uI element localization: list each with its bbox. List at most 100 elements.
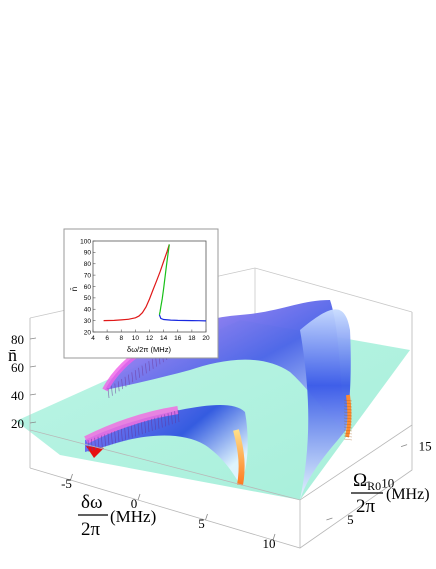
omega-denominator: 2π: [356, 496, 376, 517]
hatch-stroke: [145, 363, 147, 374]
inset-y-tick-label: 80: [84, 261, 92, 268]
hatch-stroke: [343, 411, 353, 414]
n-bar-tick-label: 60: [11, 360, 24, 375]
omega-symbol: Ω: [353, 470, 367, 491]
inset-x-tick-label: 6: [105, 335, 109, 342]
delta-omega-numerator: δω: [81, 492, 102, 513]
hatch-stroke: [343, 423, 353, 426]
hatch-stroke: [343, 402, 353, 405]
hatch-stroke: [134, 424, 137, 437]
inset-x-tick-label: 10: [132, 335, 140, 342]
delta-omega-tick-label: -5: [61, 476, 72, 491]
hatch-stroke: [343, 438, 353, 441]
hatch-stroke: [124, 427, 127, 440]
hatch-stroke: [343, 417, 353, 420]
inset-y-tick-label: 90: [84, 250, 92, 257]
inset-y-tick-label: 20: [84, 329, 92, 336]
omega-unit: (MHz): [386, 486, 430, 503]
inset-y-label: n̄: [70, 287, 79, 291]
upper-branch-surface: [105, 300, 345, 430]
hatch-stroke: [343, 408, 353, 411]
omega-tick-label: 10: [381, 475, 394, 490]
lower-edge-pink: [84, 406, 179, 444]
inset-series-line: [158, 244, 170, 316]
hatch-stroke: [343, 420, 353, 423]
omega-tick-label: 5: [347, 512, 354, 527]
inset-y-tick-label: 30: [84, 318, 92, 325]
hatch-stroke: [174, 411, 177, 424]
hatch-stroke: [107, 433, 110, 446]
hatch-stroke: [151, 358, 154, 369]
n-bar-axis-label: n̄: [8, 345, 17, 365]
inset-y-tick-label: 70: [84, 272, 92, 279]
inset-chart: 4 6 8 10 12 14 16 18 20 20 30 40 50 60 70 80 90 100 n̄ δω…: [63, 228, 219, 359]
delta-omega-tick-label: 10: [263, 536, 276, 551]
delta-omega-axis-label: δω 2π (MHz): [78, 492, 156, 540]
hatch-stroke: [343, 429, 353, 432]
hatch-stroke: [94, 437, 97, 450]
hatch-stroke: [160, 415, 163, 428]
box-front-edges: [29, 312, 413, 549]
delta-omega-tick-mark: [70, 473, 73, 481]
inset-y-tick-label: 60: [84, 284, 92, 291]
omega-axis-label: ΩR0 2π (MHz): [351, 470, 430, 517]
hatch-stroke: [167, 413, 170, 426]
omega-subscript: R0: [367, 479, 381, 493]
hatch-stroke: [124, 376, 127, 387]
hatch-stroke: [131, 372, 134, 383]
inset-ticks: 4 6 8 10 12 14 16 18 20 20 30 40 50 60 70 80 90 100: [80, 238, 210, 342]
hatch-stroke: [127, 426, 130, 439]
n-bar-tick-mark: [29, 393, 37, 396]
omega-tick-mark: [363, 480, 370, 484]
delta-omega-tick-mark: [137, 493, 141, 501]
right-branch-surface: [300, 309, 351, 500]
hatch-stroke: [120, 428, 123, 441]
inset-x-tick-label: 18: [188, 335, 196, 342]
n-bar-tick-label: 20: [11, 416, 24, 431]
omega-ticks: 5 10 15: [326, 439, 432, 527]
hatch-stroke: [117, 381, 120, 392]
omega-tick-label: 15: [419, 439, 432, 454]
n-bar-tick-label: 80: [11, 332, 24, 347]
inset-x-tick-label: 4: [91, 335, 95, 342]
hatch-stroke: [128, 374, 130, 385]
hatch-stroke: [343, 399, 353, 402]
inset-series-line: [158, 314, 207, 322]
n-bar-tick-mark: [29, 337, 37, 340]
delta-omega-denominator: 2π: [81, 519, 101, 540]
omega-numerator: ΩR0: [353, 470, 381, 493]
inset-x-tick-label: 14: [160, 335, 168, 342]
hatch-stroke: [164, 414, 167, 427]
hatch-stroke: [343, 405, 353, 408]
n-bar-tick-label: 40: [11, 388, 24, 403]
inset-series: [103, 244, 207, 322]
inset-x-tick-label: 12: [146, 335, 154, 342]
hatch-stroke: [177, 409, 180, 423]
hatch-stroke: [148, 361, 151, 372]
inset-x-label: δω/2π (MHz): [127, 345, 171, 354]
hatch-stroke: [104, 434, 107, 447]
hatch-stroke: [343, 414, 353, 417]
hatch-stroke: [110, 432, 113, 445]
hatch-stroke: [343, 432, 353, 435]
hatch-stroke: [100, 435, 103, 448]
n-bar-tick-mark: [29, 365, 37, 368]
surface-hatching: [87, 331, 353, 453]
hatch-stroke: [137, 423, 140, 436]
hatch-stroke: [97, 436, 100, 449]
hatch-stroke: [140, 422, 143, 435]
omega-tick-mark: [400, 444, 408, 448]
hatch-stroke: [147, 419, 150, 433]
hatch-stroke: [141, 365, 144, 376]
delta-omega-tick-mark: [205, 513, 208, 521]
delta-omega-tick-label: 5: [198, 516, 205, 531]
hatch-stroke: [111, 385, 113, 396]
n-bar-tick-mark: [29, 421, 37, 424]
hatch-stroke: [343, 426, 353, 429]
hatch-stroke: [130, 425, 133, 438]
hatch-stroke: [154, 417, 157, 430]
delta-omega-unit: (MHz): [110, 507, 156, 526]
hatch-stroke: [150, 418, 153, 431]
hatch-stroke: [90, 438, 93, 451]
